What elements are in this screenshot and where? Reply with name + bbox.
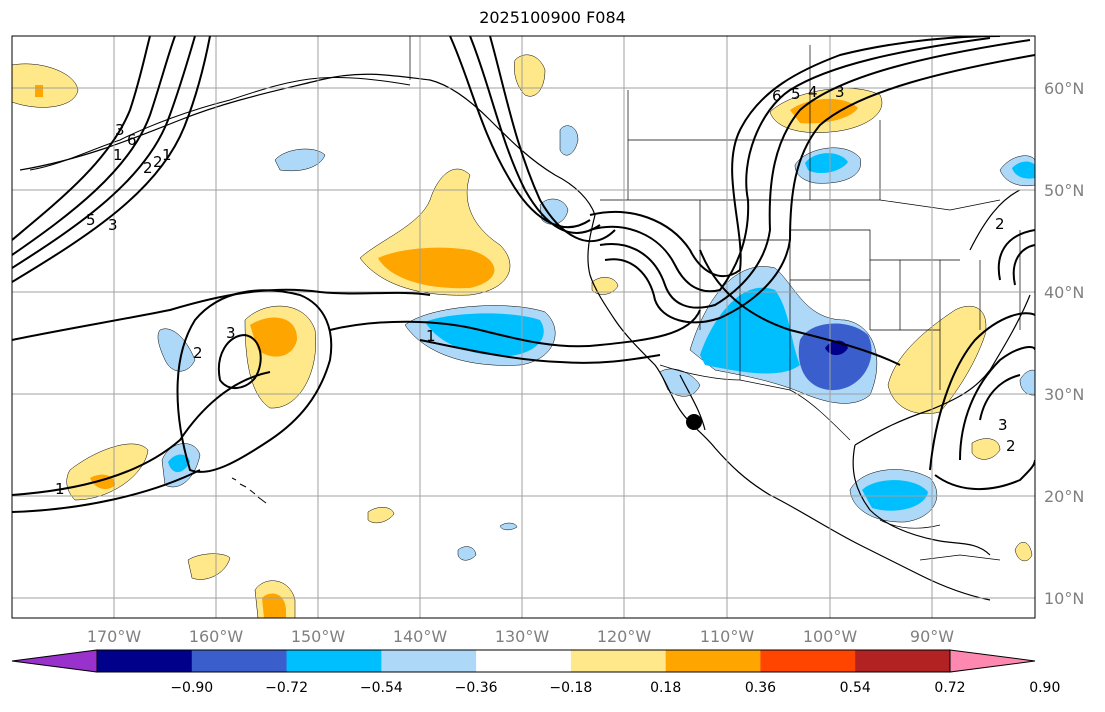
colorbar-tick-label: −0.18 [549, 680, 592, 696]
colorbar-tick-label: −0.54 [360, 680, 403, 696]
lat-label: 40°N [1044, 283, 1084, 302]
contour-label: 1 [426, 327, 436, 345]
lon-label: 90°W [910, 627, 954, 646]
observation-marker [686, 414, 702, 430]
contour-label: 3 [226, 324, 236, 342]
contour-label: 4 [808, 83, 818, 101]
lat-label: 60°N [1044, 79, 1084, 98]
colorbar: −0.90 −0.72 −0.54 −0.36 −0.18 0.18 0.36 0.54 0.7… [11, 649, 1060, 696]
contour-label: 3 [835, 83, 845, 101]
contour-label: 2 [193, 344, 203, 362]
colorbar-segment [191, 650, 288, 672]
colorbar-tick-label: −0.72 [265, 680, 308, 696]
lon-label: 110°W [700, 627, 755, 646]
colorbar-extend-low [11, 649, 98, 673]
lat-label: 10°N [1044, 589, 1084, 608]
colorbar-tick-label: 0.72 [934, 680, 965, 696]
lon-label: 130°W [495, 627, 550, 646]
colorbar-tick-label: 0.90 [1029, 680, 1060, 696]
contour-label: 3 [115, 121, 125, 139]
colorbar-segment [97, 650, 193, 672]
colorbar-segment [665, 650, 761, 672]
contour-label: 5 [86, 211, 96, 229]
colorbar-segment [476, 650, 572, 672]
colorbar-segment [286, 650, 382, 672]
colorbar-tick-label: 0.36 [745, 680, 776, 696]
alaska-coastline [29, 76, 411, 171]
colorbar-tick-label: −0.90 [170, 680, 213, 696]
contour-label: 6 [772, 87, 782, 105]
contour-label: 2 [995, 215, 1005, 233]
positive-anomaly-core [378, 247, 495, 289]
contour-label: 1 [162, 146, 172, 164]
colorbar-extend-high [949, 649, 1036, 673]
positive-anomaly-region [887, 305, 987, 414]
contour-label: 1 [113, 146, 123, 164]
colorbar-frame [96, 649, 951, 673]
contour-label-group: 1 2 3 6 2 1 5 3 1 2 3 1 6 5 4 3 2 3 2 [55, 83, 1016, 498]
colorbar-segment [570, 650, 667, 672]
colorbar-segment [760, 650, 856, 672]
lon-label: 150°W [291, 627, 346, 646]
lon-label: 160°W [189, 627, 244, 646]
positive-anomaly-core [250, 317, 298, 357]
lat-label: 30°N [1044, 385, 1084, 404]
lon-label: 170°W [87, 627, 142, 646]
contour-label: 3 [108, 216, 118, 234]
colorbar-tick-label: −0.36 [455, 680, 498, 696]
latitude-labels: 60°N 50°N 40°N 30°N 20°N 10°N [1044, 79, 1084, 608]
contour-label: 2 [153, 153, 163, 171]
colorbar-segment [855, 650, 951, 672]
contour-label: 3 [998, 416, 1008, 434]
contour-label: 1 [55, 480, 65, 498]
lon-label: 120°W [597, 627, 652, 646]
contour-label: 6 [127, 131, 137, 149]
longitude-labels: 170°W 160°W 150°W 140°W 130°W 120°W 110°… [87, 627, 954, 646]
negative-anomaly-core [798, 323, 872, 391]
colorbar-segment [381, 650, 477, 672]
lon-label: 100°W [803, 627, 858, 646]
graticule [12, 36, 1035, 618]
contour-lines [12, 36, 1035, 513]
negative-anomaly-core [700, 287, 800, 374]
lat-label: 20°N [1044, 487, 1084, 506]
colorbar-tick-label: 0.18 [650, 680, 681, 696]
map-frame [11, 35, 1036, 619]
contour-label: 5 [791, 85, 801, 103]
positive-anomaly-region [12, 63, 79, 108]
coastlines [19, 73, 1031, 601]
colorbar-tick-label: 0.54 [840, 680, 871, 696]
contour-label: 2 [143, 159, 153, 177]
lat-label: 50°N [1044, 181, 1084, 200]
lon-label: 140°W [393, 627, 448, 646]
hawaii-islands [231, 477, 267, 504]
contour-label: 2 [1006, 437, 1016, 455]
map-title: 2025100900 F084 [479, 8, 626, 27]
